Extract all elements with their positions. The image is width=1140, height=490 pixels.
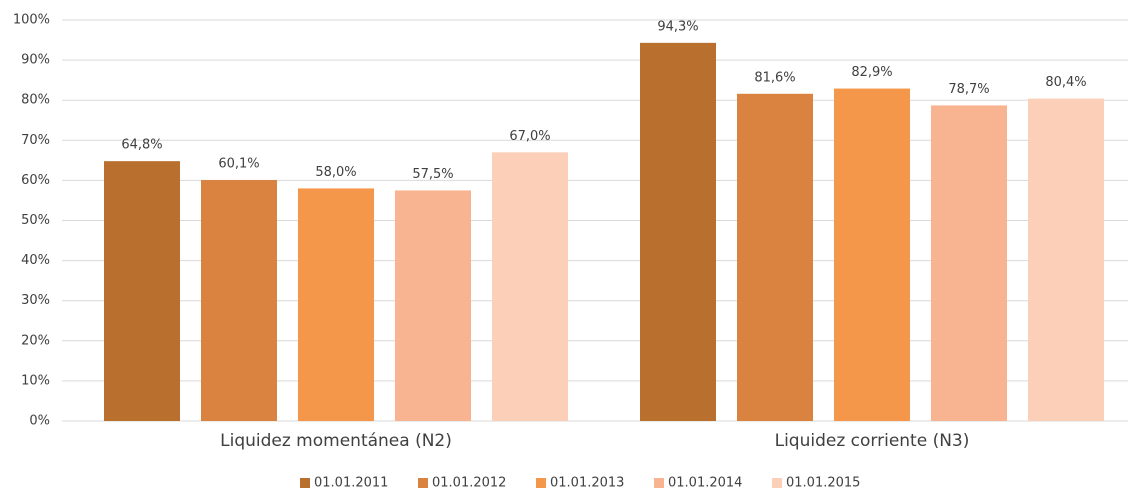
legend-swatch [654,478,664,488]
y-tick-label: 90% [21,53,50,68]
legend-swatch [772,478,782,488]
bar [492,152,568,421]
bar [931,105,1007,422]
y-tick-label: 80% [21,93,50,108]
x-tick-label: Liquidez momentánea (N2) [220,431,452,451]
y-tick-label: 100% [13,13,50,28]
data-label: 57,5% [412,167,453,182]
bar [1028,98,1104,421]
data-label: 67,0% [509,129,550,144]
legend-label: 01.01.2012 [432,476,506,490]
legend-label: 01.01.2011 [314,476,388,490]
data-label: 94,3% [657,19,698,34]
legend-swatch [300,478,310,488]
y-tick-label: 60% [21,173,50,188]
legend-label: 01.01.2013 [550,476,624,490]
bar [737,93,813,421]
y-tick-label: 0% [29,414,50,429]
bar [834,88,910,422]
bar [201,179,277,421]
y-tick-label: 40% [21,253,50,268]
data-label: 58,0% [315,165,356,180]
data-label: 80,4% [1045,75,1086,90]
bar [640,42,716,422]
data-label: 78,7% [948,82,989,97]
bar [104,161,180,422]
data-label: 60,1% [218,156,259,171]
bar [298,188,374,421]
data-label: 81,6% [754,70,795,85]
legend-swatch [418,478,428,488]
y-tick-label: 50% [21,213,50,228]
legend-label: 01.01.2014 [668,476,742,490]
y-tick-label: 30% [21,293,50,308]
y-tick-label: 10% [21,373,50,388]
bar [395,190,471,421]
data-label: 64,8% [121,138,162,153]
y-tick-label: 20% [21,333,50,348]
y-tick-label: 70% [21,133,50,148]
data-label: 82,9% [851,65,892,80]
legend-label: 01.01.2015 [786,476,860,490]
x-tick-label: Liquidez corriente (N3) [775,431,970,451]
legend-swatch [536,478,546,488]
